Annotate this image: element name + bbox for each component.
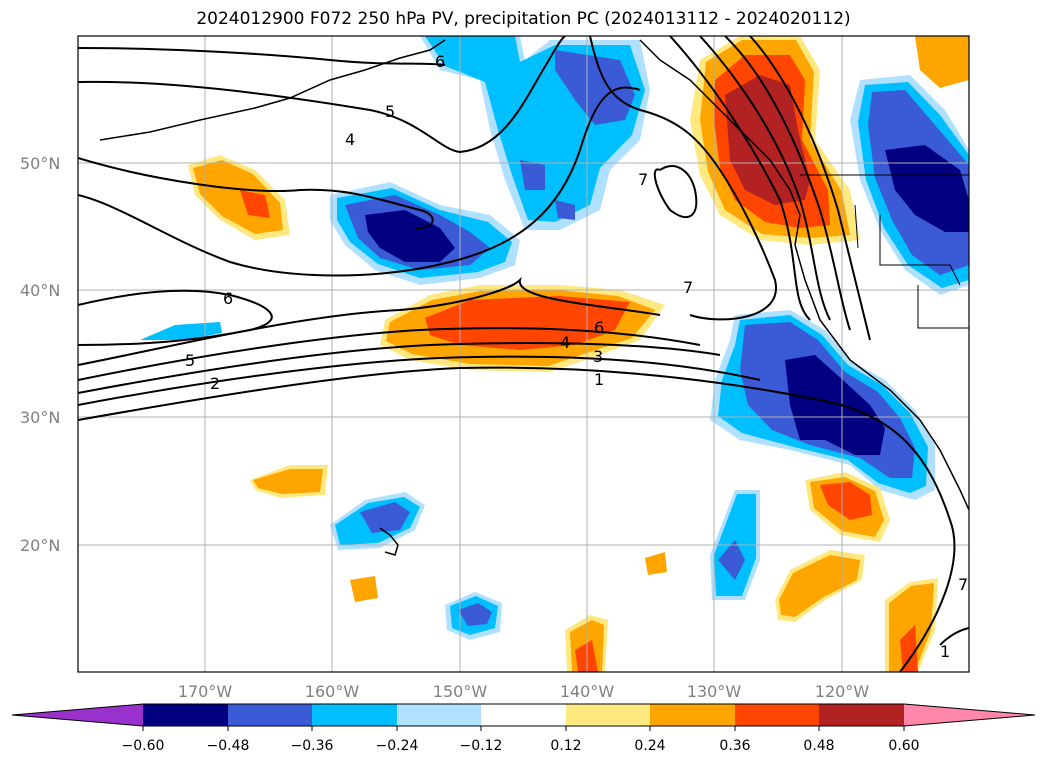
colorbar-extend-high — [904, 704, 1035, 726]
map-title: 2024012900 F072 250 hPa PV, precipitatio… — [196, 9, 851, 29]
colorbar-bin — [819, 704, 904, 726]
colorbar-bin — [397, 704, 481, 726]
lat-tick-label: 50°N — [20, 154, 60, 173]
lon-tick-label: 120°W — [815, 682, 870, 701]
pv-label: 6 — [223, 289, 233, 308]
lat-tick-label: 20°N — [20, 536, 60, 555]
latitude-labels: 50°N 40°N 30°N 20°N — [20, 154, 60, 555]
pv-label: 7 — [683, 278, 693, 297]
pv-label: 5 — [385, 102, 395, 121]
coastlines — [99, 39, 969, 556]
pv-label: 7 — [958, 575, 968, 594]
pv-label: 2 — [210, 374, 220, 393]
negative-anomaly-central — [330, 182, 520, 285]
colorbar-bin — [566, 704, 650, 726]
pv-label: 1 — [940, 642, 950, 661]
colorbar-tick-label: 0.36 — [719, 738, 750, 754]
colorbar-bin — [312, 704, 397, 726]
colorbar-tick-label: 0.24 — [634, 738, 665, 754]
lat-tick-label: 30°N — [20, 408, 60, 427]
positive-anomaly-small-1 — [350, 576, 378, 602]
pv-label: 7 — [638, 170, 648, 189]
pv-contours — [78, 36, 969, 672]
pv-label: 4 — [560, 333, 570, 352]
pv-label: 1 — [594, 370, 604, 389]
pv-contour-labels: 6 5 4 7 6 5 2 7 6 4 3 1 1 7 — [185, 52, 968, 661]
colorbar-tick-label: −0.60 — [122, 738, 165, 754]
pv-label: 6 — [594, 318, 604, 337]
colorbar: −0.60 −0.48 −0.36 −0.24 −0.12 0.12 0.24 … — [11, 703, 1036, 754]
colorbar-tick-label: −0.48 — [207, 738, 250, 754]
positive-anomaly-east-tropical — [805, 472, 890, 542]
positive-anomaly-northeast-corner — [915, 36, 969, 88]
negative-anomaly-hawaii — [330, 492, 425, 550]
lon-tick-label: 140°W — [560, 682, 615, 701]
positive-anomaly-west-tropical — [250, 465, 328, 498]
colorbar-tick-label: 0.48 — [803, 738, 834, 754]
colorbar-tick-label: −0.12 — [460, 738, 503, 754]
negative-anomaly-central-north — [420, 36, 650, 230]
colorbar-bin — [650, 704, 735, 726]
negative-anomaly-east — [710, 310, 935, 500]
pv-label: 4 — [345, 130, 355, 149]
negative-anomaly-south — [445, 592, 502, 640]
colorbar-bin — [481, 704, 566, 726]
positive-anomaly-west — [188, 155, 290, 240]
negative-anomaly-west-small — [140, 322, 222, 340]
pv-label: 3 — [593, 347, 603, 366]
colorbar-tick-label: 0.60 — [888, 738, 919, 754]
colorbar-tick-label: 0.12 — [550, 738, 581, 754]
colorbar-tick-label: −0.24 — [376, 738, 419, 754]
pv-label: 5 — [185, 351, 195, 370]
plot-frame — [77, 35, 970, 673]
positive-anomaly-far-southeast — [885, 578, 938, 672]
lon-tick-label: 150°W — [433, 682, 488, 701]
colorbar-bin — [228, 704, 312, 726]
colorbar-tick-label: −0.36 — [291, 738, 334, 754]
lon-tick-label: 130°W — [687, 682, 742, 701]
colorbar-bin — [143, 704, 228, 726]
lat-tick-label: 40°N — [20, 281, 60, 300]
positive-anomaly-small-2 — [645, 552, 667, 575]
lon-tick-label: 160°W — [305, 682, 360, 701]
longitude-labels: 170°W 160°W 150°W 140°W 130°W 120°W — [178, 682, 870, 701]
colorbar-ticks — [142, 726, 905, 731]
pv-label: 6 — [435, 52, 445, 71]
colorbar-extend-low — [12, 704, 143, 726]
lon-tick-label: 170°W — [178, 682, 233, 701]
plot-area: 6 5 4 7 6 5 2 7 6 4 3 1 1 7 — [78, 36, 969, 672]
negative-anomaly-northeast — [850, 75, 969, 295]
colorbar-bin — [735, 704, 819, 726]
